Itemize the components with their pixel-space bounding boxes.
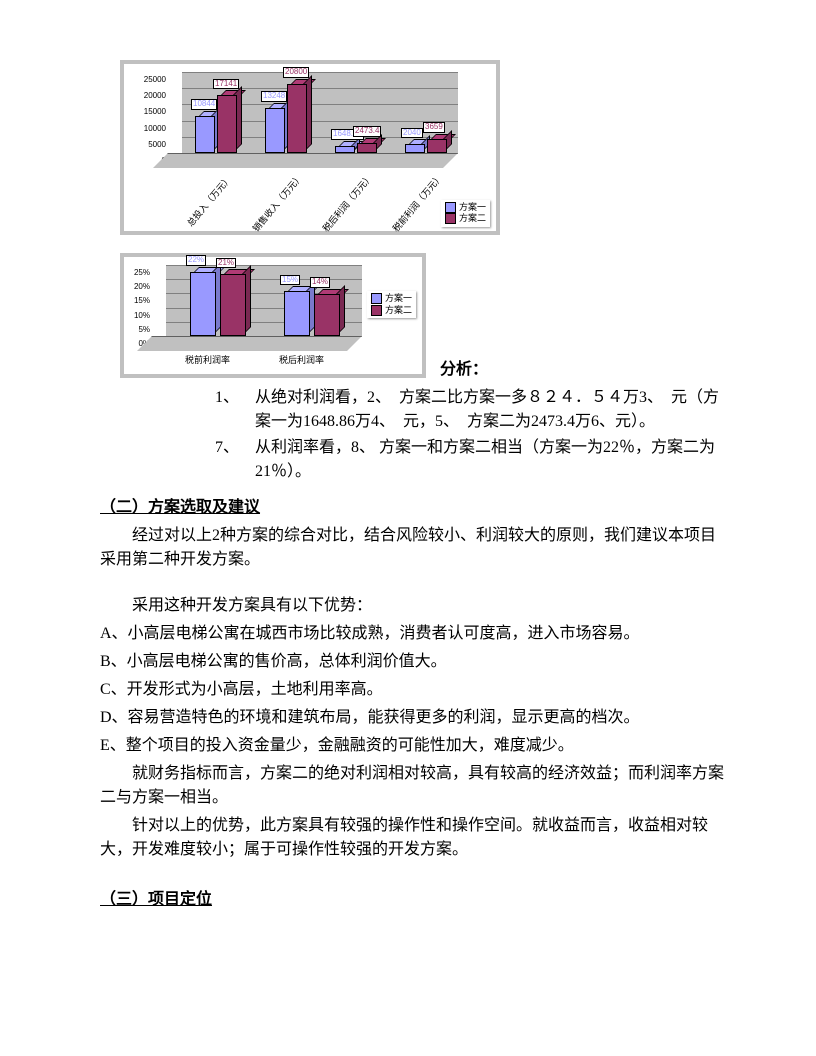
analysis-title: 分析： bbox=[440, 358, 726, 382]
chart2-legend: 方案一方案二 bbox=[367, 291, 416, 318]
para-1: 经过对以上2种方案的综合对比，结合风险较小、利润较大的原则，我们建议本项目采用第… bbox=[100, 524, 726, 572]
section-2-heading: （二）方案选取及建议 bbox=[100, 496, 726, 520]
list-num-1: 1、 bbox=[215, 386, 255, 434]
chart-absolute-values: 05000100001500020000250001084417141总投入（万… bbox=[120, 60, 500, 235]
list-text-7: 从利润率看，8、 方案一和方案二相当（方案一为22％，方案二为21％）。 bbox=[255, 436, 726, 484]
chart1-legend: 方案一方案二 bbox=[441, 200, 490, 227]
para-b: B、小高层电梯公寓的售价高，总体利润价值大。 bbox=[100, 650, 726, 674]
para-a: A、小高层电梯公寓在城西市场比较成熟，消费者认可度高，进入市场容易。 bbox=[100, 622, 726, 646]
analysis-list: 1、 从绝对利润看，2、 方案二比方案一多８２４．５４万3、 元（方案一为164… bbox=[215, 386, 726, 484]
para-3: 就财务指标而言，方案二的绝对利润相对较高，具有较高的经济效益；而利润率方案二与方… bbox=[100, 762, 726, 810]
list-text-1: 从绝对利润看，2、 方案二比方案一多８２４．５４万3、 元（方案一为1648.8… bbox=[255, 386, 726, 434]
para-4: 针对以上的优势，此方案具有较强的操作性和操作空间。就收益而言，收益相对较大，开发… bbox=[100, 814, 726, 862]
para-2: 采用这种开发方案具有以下优势： bbox=[100, 594, 726, 618]
para-c: C、开发形式为小高层，土地利用率高。 bbox=[100, 678, 726, 702]
para-d: D、容易营造特色的环境和建筑布局，能获得更多的利润，显示更高的档次。 bbox=[100, 706, 726, 730]
para-e: E、整个项目的投入资金量少，金融融资的可能性加大，难度减少。 bbox=[100, 734, 726, 758]
section-3-heading: （三）项目定位 bbox=[100, 888, 726, 912]
chart-profit-rate: 0%5%10%15%20%25%22%21%税前利润率15%14%税后利润率 方… bbox=[120, 253, 426, 378]
list-num-7: 7、 bbox=[215, 436, 255, 484]
